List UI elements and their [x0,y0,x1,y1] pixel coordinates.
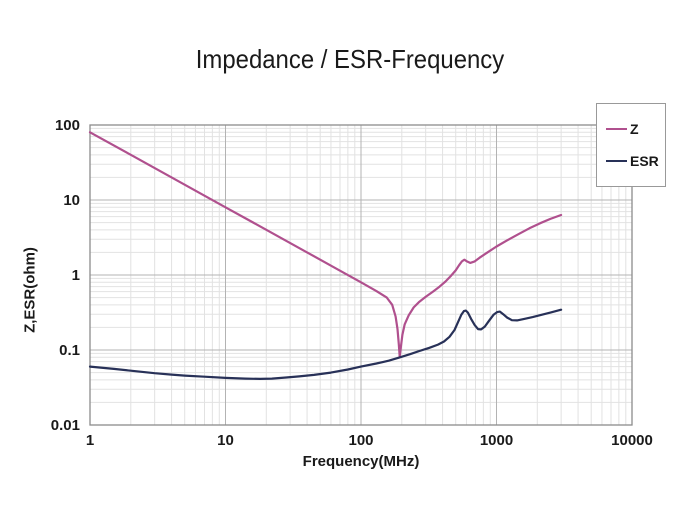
y-tick-label: 0.1 [59,342,80,359]
esr-line-swatch [606,160,627,163]
esr-curve [88,308,563,380]
plot-border [89,124,633,426]
x-tick-label: 10000 [611,432,653,449]
legend: Z ESR [596,103,666,187]
legend-label-esr: ESR [630,153,659,170]
x-tick-label: 100 [348,432,373,449]
legend-entry-z: Z [606,121,665,137]
x-tick-label: 10 [217,432,234,449]
y-tick-label: 1 [72,267,80,284]
y-tick-label: 10 [63,192,80,209]
x-tick-label: 1000 [480,432,513,449]
page-title: Impedance / ESR-Frequency [195,44,505,74]
legend-label-z: Z [630,120,639,137]
y-tick-label: 0.01 [51,417,80,434]
legend-entry-esr: ESR [606,153,665,169]
z-line-swatch [606,127,627,130]
y-tick-label: 100 [55,117,80,134]
z-curve [88,131,563,358]
x-tick-label: 1 [86,432,94,449]
x-axis-title: Frequency(MHz) [302,453,420,470]
